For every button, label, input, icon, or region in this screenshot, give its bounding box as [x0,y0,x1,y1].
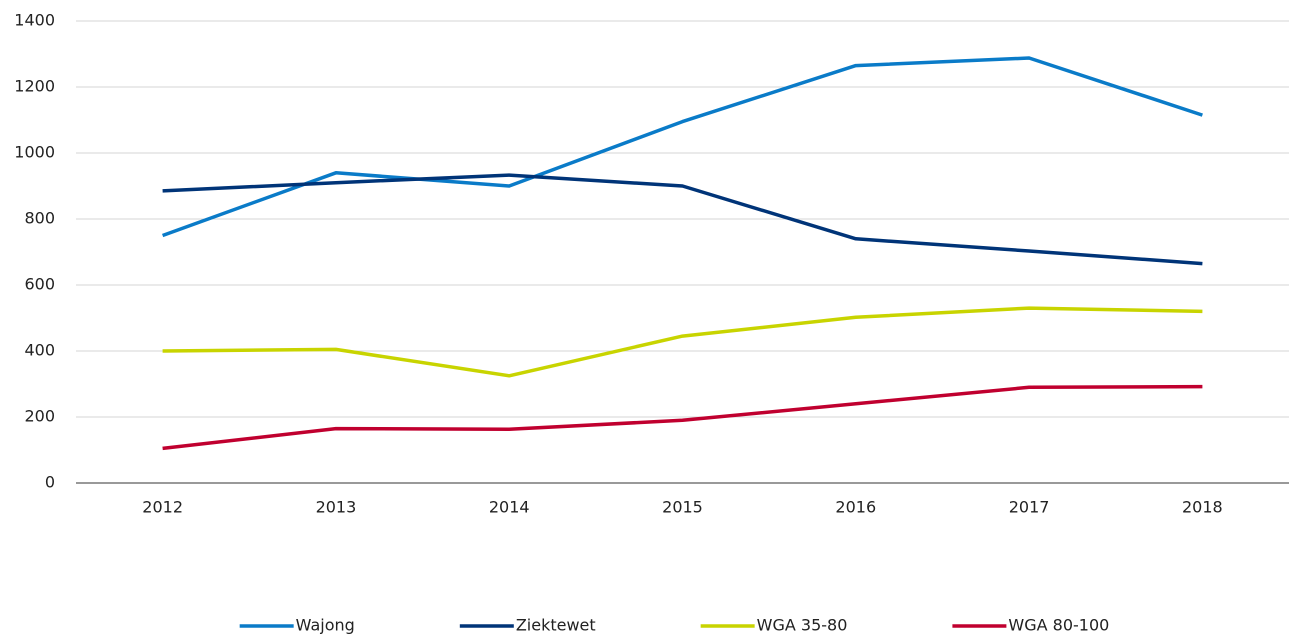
series-line [162,306,1203,378]
x-tick-label: 2015 [662,498,703,517]
x-tick-label: 2016 [835,498,876,517]
x-tick-label: 2012 [142,498,183,517]
legend-label: Ziektewet [516,616,596,634]
y-tick-label: 1200 [14,77,55,96]
series-line [162,173,1203,266]
y-tick-label: 1000 [14,143,55,162]
legend-label: Wajong [296,616,355,634]
x-tick-label: 2014 [489,498,530,517]
y-tick-label: 400 [24,341,55,360]
y-tick-label: 200 [24,407,55,426]
x-tick-label: 2018 [1182,498,1223,517]
x-tick-label: 2017 [1009,498,1050,517]
y-tick-label: 0 [45,473,55,492]
legend-label: WGA 80-100 [1008,616,1109,634]
y-tick-label: 800 [24,209,55,228]
y-tick-label: 600 [24,275,55,294]
y-tick-label: 1400 [14,11,55,30]
x-tick-label: 2013 [316,498,357,517]
series-line [162,384,1203,451]
series-line [162,56,1203,238]
legend-label: WGA 35-80 [757,616,848,634]
